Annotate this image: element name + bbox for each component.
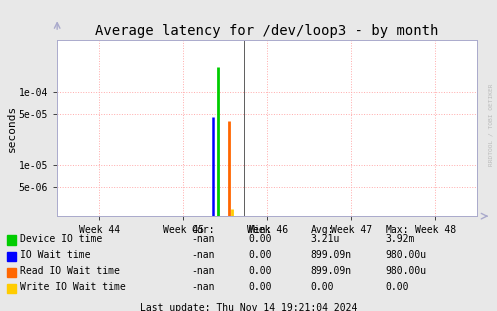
Text: 0.00: 0.00 [248,234,272,244]
Text: 899.09n: 899.09n [311,250,352,260]
Text: 3.21u: 3.21u [311,234,340,244]
Text: -nan: -nan [191,282,215,292]
Text: Min:: Min: [248,225,272,235]
Text: 980.00u: 980.00u [385,266,426,276]
Text: 0.00: 0.00 [385,282,409,292]
Text: 0.00: 0.00 [248,266,272,276]
Text: 0.00: 0.00 [248,250,272,260]
Text: Cur:: Cur: [191,225,215,235]
Text: Avg:: Avg: [311,225,334,235]
Text: RRDTOOL / TOBI OETIKER: RRDTOOL / TOBI OETIKER [488,83,493,166]
Text: -nan: -nan [191,250,215,260]
Text: IO Wait time: IO Wait time [20,250,91,260]
Text: Last update: Thu Nov 14 19:21:04 2024: Last update: Thu Nov 14 19:21:04 2024 [140,303,357,311]
Text: 899.09n: 899.09n [311,266,352,276]
Y-axis label: seconds: seconds [7,105,17,152]
Text: -nan: -nan [191,266,215,276]
Text: Write IO Wait time: Write IO Wait time [20,282,126,292]
Text: Read IO Wait time: Read IO Wait time [20,266,120,276]
Text: Device IO time: Device IO time [20,234,102,244]
Text: 0.00: 0.00 [248,282,272,292]
Text: -nan: -nan [191,234,215,244]
Text: 0.00: 0.00 [311,282,334,292]
Text: Max:: Max: [385,225,409,235]
Text: 3.92m: 3.92m [385,234,414,244]
Text: 980.00u: 980.00u [385,250,426,260]
Title: Average latency for /dev/loop3 - by month: Average latency for /dev/loop3 - by mont… [95,24,439,38]
